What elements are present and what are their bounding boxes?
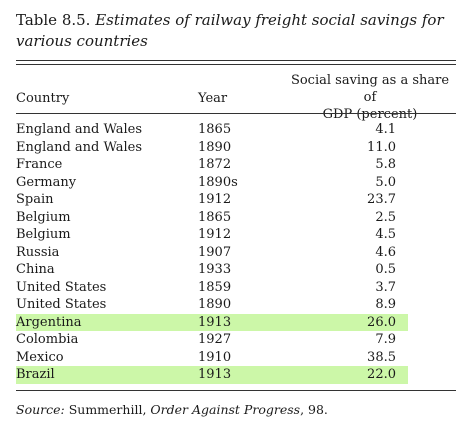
- cell-social-saving: 22.0: [298, 366, 456, 384]
- column-header-share-line2: GDP (percent): [322, 107, 418, 122]
- cell-year: 1865: [198, 209, 232, 225]
- cell-country: Brazil: [16, 366, 198, 384]
- cell-year: 1865: [198, 122, 232, 137]
- cell-year: 1890: [198, 297, 232, 312]
- cell-social-saving: 5.8: [298, 156, 456, 174]
- cell-country: France: [16, 157, 63, 172]
- cell-year: 1910: [198, 349, 232, 365]
- table-row: Russia 1907 4.6: [16, 244, 456, 262]
- table-row: Spain 1912 23.7: [16, 191, 456, 209]
- cell-social-saving: 38.5: [298, 349, 456, 367]
- data-table: England and Wales 1865 4.1 England and Wale…: [16, 121, 456, 384]
- table-row: Colombia 1927 7.9: [16, 331, 456, 349]
- cell-social-saving-value: 38.5: [367, 349, 396, 365]
- cell-social-saving: 11.0: [298, 139, 456, 157]
- source-work: Order Against Progress: [150, 402, 301, 417]
- table-row: Mexico 1910 38.5: [16, 349, 456, 367]
- cell-year: 1912: [198, 192, 232, 207]
- column-header-share-line1: Social saving as a share of: [290, 73, 450, 105]
- table-caption: Table 8.5. Estimates of railway freight …: [16, 10, 456, 52]
- cell-social-saving: 4.6: [298, 244, 456, 262]
- cell-social-saving: 5.0: [298, 174, 456, 192]
- bottom-rule: [16, 390, 456, 391]
- header-rule: [16, 113, 456, 114]
- column-header-social-saving: Social saving as a share of GDP (percent…: [290, 72, 450, 123]
- cell-social-saving-value: 3.7: [375, 279, 396, 295]
- cell-social-saving-value: 22.0: [367, 367, 396, 382]
- cell-year: 1907: [198, 244, 232, 260]
- cell-country: Colombia: [16, 332, 79, 347]
- table-row: United States 1859 3.7: [16, 279, 456, 297]
- cell-year: 1913: [198, 313, 298, 331]
- cell-social-saving: 8.9: [298, 296, 456, 314]
- cell-social-saving-value: 0.5: [375, 262, 396, 277]
- table-row: Belgium 1912 4.5: [16, 226, 456, 244]
- table-row: United States 1890 8.9: [16, 296, 456, 314]
- cell-social-saving-value: 7.9: [375, 332, 396, 347]
- source-page: , 98.: [300, 402, 328, 417]
- table-row: China 1933 0.5: [16, 261, 456, 279]
- cell-social-saving-value: 5.8: [375, 157, 396, 172]
- cell-country: Belgium: [16, 209, 71, 225]
- cell-social-saving-value: 5.0: [375, 174, 396, 190]
- table-row: France 1872 5.8: [16, 156, 456, 174]
- cell-social-saving-value: 8.9: [375, 297, 396, 312]
- cell-year: 1912: [198, 227, 232, 242]
- cell-social-saving-value: 4.6: [375, 244, 396, 260]
- cell-country: Germany: [16, 174, 77, 190]
- column-header-country: Country: [16, 91, 70, 106]
- cell-country: England and Wales: [16, 122, 143, 137]
- cell-social-saving-value: 2.5: [375, 209, 396, 225]
- cell-social-saving-value: 4.1: [375, 122, 396, 137]
- cell-country: Belgium: [16, 227, 71, 242]
- cell-social-saving-value: 23.7: [367, 192, 396, 207]
- table-row: Brazil 1913 22.0: [16, 366, 456, 384]
- cell-country: United States: [16, 297, 107, 312]
- cell-social-saving: 26.0: [298, 313, 456, 331]
- table-row: England and Wales 1865 4.1: [16, 121, 456, 139]
- table-row: Belgium 1865 2.5: [16, 209, 456, 227]
- cell-country: England and Wales: [16, 139, 143, 155]
- table-row: Germany 1890s 5.0: [16, 174, 456, 192]
- source-author: Summerhill,: [68, 402, 147, 417]
- cell-year: 1933: [198, 262, 232, 277]
- cell-social-saving-value: 11.0: [367, 139, 396, 155]
- cell-social-saving: 4.1: [298, 121, 456, 139]
- cell-year: 1890: [198, 139, 232, 155]
- source-label: Source:: [16, 402, 65, 417]
- cell-country: United States: [16, 279, 107, 295]
- table-row: England and Wales 1890 11.0: [16, 139, 456, 157]
- table-title: Estimates of railway freight social savi…: [16, 11, 444, 50]
- cell-year: 1859: [198, 279, 232, 295]
- cell-year: 1913: [198, 366, 298, 384]
- cell-country: Mexico: [16, 349, 64, 365]
- cell-social-saving-value: 26.0: [367, 314, 396, 330]
- cell-year: 1890s: [198, 174, 238, 190]
- cell-social-saving-value: 4.5: [375, 227, 396, 242]
- cell-social-saving: 2.5: [298, 209, 456, 227]
- column-header-year: Year: [198, 91, 228, 106]
- top-double-rule: [16, 60, 456, 65]
- cell-social-saving: 3.7: [298, 279, 456, 297]
- table-row: Argentina 1913 26.0: [16, 313, 456, 331]
- cell-social-saving: 7.9: [298, 331, 456, 349]
- cell-country: China: [16, 262, 55, 277]
- cell-country: Russia: [16, 244, 60, 260]
- cell-year: 1872: [198, 157, 232, 172]
- cell-social-saving: 0.5: [298, 261, 456, 279]
- cell-social-saving: 4.5: [298, 226, 456, 244]
- cell-country: Argentina: [16, 313, 198, 331]
- source-note: Source: Summerhill, Order Against Progre…: [16, 402, 328, 418]
- cell-social-saving: 23.7: [298, 191, 456, 209]
- cell-country: Spain: [16, 192, 54, 207]
- table-number: Table 8.5.: [16, 11, 91, 29]
- cell-year: 1927: [198, 332, 232, 347]
